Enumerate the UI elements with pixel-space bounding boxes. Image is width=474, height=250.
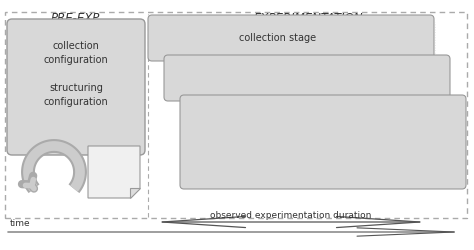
Text: structuring
configuration: structuring configuration bbox=[44, 84, 109, 106]
Text: structuring stage: structuring stage bbox=[259, 73, 344, 83]
Text: collection stage: collection stage bbox=[238, 33, 316, 43]
Polygon shape bbox=[88, 146, 140, 198]
Text: representation: representation bbox=[295, 132, 367, 142]
Text: config.
file: config. file bbox=[97, 160, 128, 180]
FancyBboxPatch shape bbox=[180, 95, 466, 189]
Text: visualization: visualization bbox=[301, 150, 362, 160]
Text: PRE-EXP: PRE-EXP bbox=[50, 12, 100, 24]
Text: observed experimentation duration: observed experimentation duration bbox=[210, 211, 372, 220]
Text: time: time bbox=[10, 219, 31, 228]
FancyBboxPatch shape bbox=[148, 15, 434, 61]
Polygon shape bbox=[130, 188, 140, 198]
FancyBboxPatch shape bbox=[164, 55, 450, 101]
Text: EXPERIMENTATION: EXPERIMENTATION bbox=[253, 12, 363, 24]
Text: collection
configuration: collection configuration bbox=[44, 42, 109, 64]
Text: analysis stage: analysis stage bbox=[296, 114, 366, 124]
FancyBboxPatch shape bbox=[7, 19, 145, 155]
